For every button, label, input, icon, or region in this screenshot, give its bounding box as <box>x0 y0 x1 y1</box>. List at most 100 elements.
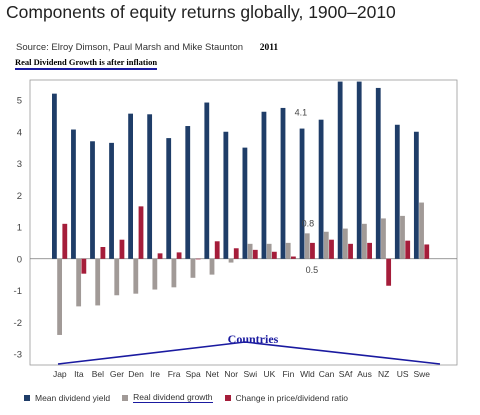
bar-mean-dividend-yield <box>223 131 229 259</box>
x-tick-label: Fra <box>168 369 181 379</box>
bar-mean-dividend-yield <box>261 111 267 259</box>
x-tick-label: Nor <box>224 369 238 379</box>
bar-price-dividend-change <box>252 249 258 259</box>
bar-real-dividend-growth <box>152 258 158 290</box>
legend-item-yield: Mean dividend yield <box>24 393 110 403</box>
legend-label-ratio: Change in price/dividend ratio <box>235 392 348 403</box>
bar-price-dividend-change <box>271 251 277 259</box>
bars-group <box>52 81 430 335</box>
source-year: 2011 <box>259 43 279 53</box>
x-tick-label: Swe <box>413 369 430 379</box>
bar-mean-dividend-yield <box>109 142 114 259</box>
y-tick-label: 2 <box>17 191 22 202</box>
x-tick-label: Net <box>206 369 220 379</box>
bar-real-dividend-growth <box>190 258 196 278</box>
bar-mean-dividend-yield <box>166 138 172 259</box>
bar-mean-dividend-yield <box>71 129 76 259</box>
bar-price-dividend-change <box>100 247 106 259</box>
bar-mean-dividend-yield <box>375 87 381 259</box>
y-tick-label: 1 <box>17 223 22 234</box>
bar-real-dividend-growth <box>171 258 177 288</box>
bar-real-dividend-growth <box>266 243 272 259</box>
countries-bracket-line <box>57 341 441 365</box>
bar-price-dividend-change <box>291 256 296 259</box>
legend-label-growth: Real dividend growth <box>133 392 213 403</box>
bar-price-dividend-change <box>233 248 239 259</box>
x-tick-label: Aus <box>357 369 372 379</box>
bar-price-dividend-change <box>310 242 315 259</box>
source-text: Source: Elroy Dimson, Paul Marsh and Mik… <box>16 42 244 53</box>
bar-price-dividend-change <box>81 258 87 274</box>
bar-price-dividend-change <box>195 258 201 260</box>
bar-real-dividend-growth <box>362 223 367 259</box>
x-tick-label: Can <box>319 369 335 379</box>
x-tick-label: Jap <box>53 369 67 379</box>
bar-real-dividend-growth <box>95 258 101 306</box>
y-tick-label: 4 <box>17 127 22 138</box>
bar-mean-dividend-yield <box>185 126 191 259</box>
bar-real-dividend-growth <box>342 228 348 259</box>
bar-mean-dividend-yield <box>413 131 419 259</box>
legend: Mean dividend yield Real dividend growth… <box>24 392 348 403</box>
bar-mean-dividend-yield <box>90 141 95 259</box>
x-tick-label: Swi <box>243 369 257 379</box>
bar-real-dividend-growth <box>76 258 82 307</box>
bar-price-dividend-change <box>405 240 411 259</box>
bar-price-dividend-change <box>367 242 372 259</box>
bar-price-dividend-change <box>424 244 430 259</box>
bar-real-dividend-growth <box>228 258 234 263</box>
bar-real-dividend-growth <box>381 218 386 259</box>
source-line: Source: Elroy Dimson, Paul Marsh and Mik… <box>16 42 278 53</box>
legend-item-growth: Real dividend growth <box>122 392 213 403</box>
bar-mean-dividend-yield <box>204 102 210 259</box>
bar-real-dividend-growth <box>57 258 62 335</box>
bar-mean-dividend-yield <box>52 93 57 259</box>
bar-real-dividend-growth <box>133 258 139 294</box>
annotation-label: 4.1 <box>295 108 308 118</box>
bar-mean-dividend-yield <box>242 147 248 259</box>
legend-label-yield: Mean dividend yield <box>35 392 111 403</box>
bar-mean-dividend-yield <box>280 107 286 259</box>
chart-title: Components of equity returns globally, 1… <box>6 2 396 22</box>
x-tick-label: Ire <box>150 369 160 379</box>
y-tick-label: 3 <box>17 159 22 170</box>
legend-swatch-ratio <box>224 394 231 401</box>
bar-real-dividend-growth <box>285 242 291 259</box>
x-tick-label: Wld <box>300 369 315 379</box>
bar-price-dividend-change <box>329 239 334 259</box>
bar-price-dividend-change <box>119 239 125 259</box>
bar-price-dividend-change <box>62 223 68 259</box>
x-tick-label: Spa <box>186 369 201 379</box>
bar-price-dividend-change <box>138 206 144 259</box>
bar-mean-dividend-yield <box>128 113 133 259</box>
x-tick-label: UK <box>263 369 275 379</box>
bar-price-dividend-change <box>157 253 163 259</box>
bar-mean-dividend-yield <box>299 128 305 259</box>
legend-item-ratio: Change in price/dividend ratio <box>224 392 348 403</box>
bar-price-dividend-change <box>176 252 182 259</box>
annotation-label: 0.8 <box>302 218 315 228</box>
x-axis: Jap Ita Bel Ger Den Ire Fra Spa Net Nor Swi UK Fin Wl… <box>53 369 430 379</box>
bar-real-dividend-growth <box>323 231 329 259</box>
x-tick-label: SAf <box>339 369 353 379</box>
bar-mean-dividend-yield <box>318 119 324 259</box>
x-tick-label: US <box>397 369 409 379</box>
y-tick-label: -2 <box>14 318 22 329</box>
y-tick-label: 0 <box>17 254 22 265</box>
bar-price-dividend-change <box>386 258 392 286</box>
y-tick-label: 5 <box>17 96 22 107</box>
bar-mean-dividend-yield <box>337 81 343 259</box>
annotation-label: 0.5 <box>306 265 319 275</box>
bar-real-dividend-growth <box>247 243 253 259</box>
x-tick-label: Den <box>128 369 144 379</box>
bar-mean-dividend-yield <box>356 81 362 259</box>
bar-price-dividend-change <box>348 243 353 259</box>
inflation-note: Real Dividend Growth is after inflation <box>15 57 158 70</box>
bar-price-dividend-change <box>214 241 220 259</box>
y-tick-label: -3 <box>14 350 22 361</box>
bar-real-dividend-growth <box>400 215 405 259</box>
x-tick-label: Ita <box>74 369 84 379</box>
bar-real-dividend-growth <box>304 233 310 259</box>
countries-label: Countries <box>228 332 279 346</box>
